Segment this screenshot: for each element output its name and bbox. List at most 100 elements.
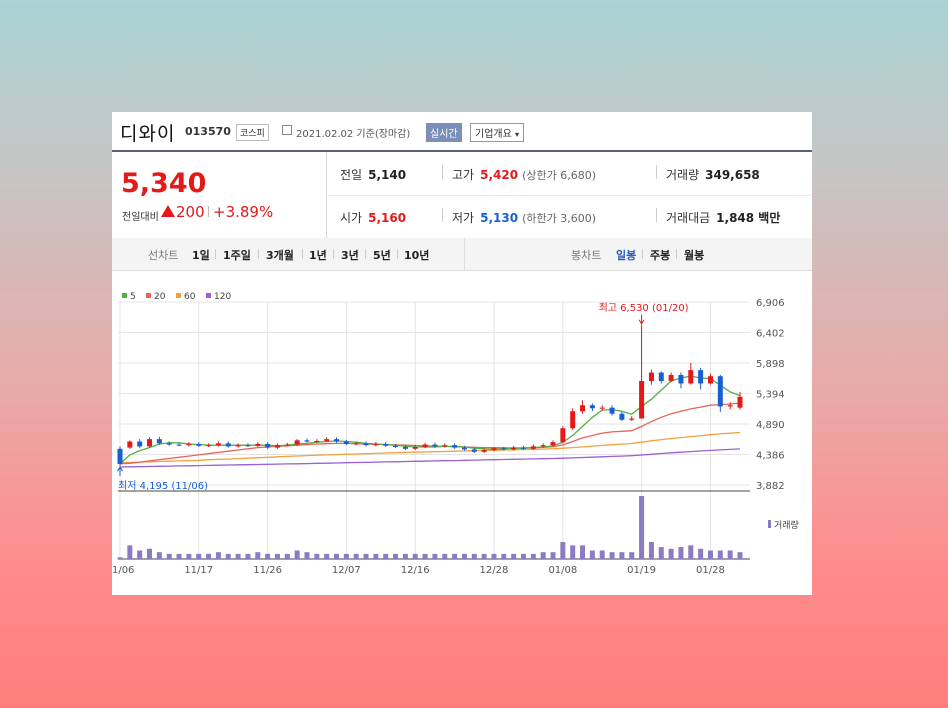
candle-body (698, 370, 704, 384)
prev-close-value: 5,140 (368, 168, 407, 182)
candle-body (520, 447, 526, 449)
current-price: 5,340 (121, 168, 207, 199)
volume-bar (619, 552, 625, 559)
volume-bar (599, 550, 605, 559)
calendar-icon (282, 125, 292, 135)
candle-body (373, 443, 379, 446)
candle-body (639, 381, 645, 419)
volume-bar (383, 553, 389, 559)
divider (442, 208, 443, 222)
candle-body (196, 443, 202, 446)
range-3y[interactable]: 3년 (341, 249, 359, 262)
volume-bar (491, 553, 497, 559)
volume-bar (215, 552, 221, 559)
volume-bar (363, 553, 369, 559)
legend-swatch (176, 293, 181, 298)
candle-body (442, 445, 448, 447)
volume-bar (698, 548, 704, 559)
range-10y[interactable]: 10년 (404, 249, 430, 262)
candle-daily[interactable]: 일봉 (616, 249, 637, 262)
low-annotation: 최저 4,195 (11/06) (118, 480, 208, 492)
high-value: 5,420 (480, 168, 519, 182)
range-3m[interactable]: 3개월 (266, 249, 294, 262)
x-tick-label: 11/26 (253, 565, 282, 576)
candle-body (245, 445, 251, 447)
volume-bar (353, 553, 359, 559)
volume-bar (235, 553, 241, 559)
volume-bar (540, 552, 546, 559)
candle-body (363, 443, 369, 446)
candle-body (511, 447, 517, 450)
chart-legend: 5 20 60 120 (122, 292, 231, 302)
realtime-button[interactable]: 실시간 (426, 123, 462, 142)
candle-body (284, 444, 290, 446)
prev-close-label: 전일 (340, 168, 363, 182)
volume-value: 349,658 (705, 168, 760, 182)
candle-body (324, 439, 330, 441)
legend-label: 120 (214, 292, 231, 302)
volume-bar (314, 553, 320, 559)
volume-bar (265, 553, 271, 559)
volume-bar (343, 553, 349, 559)
volume-bar (727, 550, 733, 559)
candle-body (461, 447, 467, 450)
volume-bars: 거래량 (117, 496, 799, 559)
ma60-line (119, 431, 741, 464)
volume-bar (255, 552, 261, 559)
candle-body (432, 444, 438, 447)
divider (333, 249, 334, 259)
candle-body (294, 440, 300, 445)
amount-label: 거래대금 (666, 211, 711, 225)
volume-legend-swatch (768, 520, 771, 528)
range-5y[interactable]: 5년 (373, 249, 391, 262)
candle-body (491, 448, 497, 451)
volume-bar (471, 553, 477, 559)
candle-body (422, 444, 428, 447)
stock-name: 디와이 (120, 123, 176, 145)
candle-body (707, 376, 713, 384)
volume-bar (452, 553, 458, 559)
volume-bar (717, 550, 723, 559)
upper-limit: (상한가 6,680) (522, 169, 596, 182)
candle-body (304, 440, 310, 442)
candle-weekly[interactable]: 주봉 (650, 249, 671, 262)
company-info-dropdown[interactable]: 기업개요 ▾ (470, 123, 525, 142)
candle-body (334, 439, 340, 442)
candle-body (274, 445, 280, 448)
volume-bar (166, 553, 172, 559)
range-1y[interactable]: 1년 (309, 249, 327, 262)
candle-body (540, 445, 546, 447)
volume-bar (176, 553, 182, 559)
y-tick-label: 6,402 (756, 329, 785, 340)
prev-close-cell: 전일 5,140 (340, 166, 406, 183)
high-cell: 고가 5,420 (상한가 6,680) (452, 166, 596, 183)
candle-body (580, 405, 586, 412)
y-tick-label: 4,890 (756, 420, 785, 431)
candle-body (629, 418, 635, 420)
volume-bar (560, 541, 566, 559)
volume-bar (186, 553, 192, 559)
range-1w[interactable]: 1주일 (223, 249, 251, 262)
amount-value: 1,848 백만 (716, 211, 781, 225)
range-1d[interactable]: 1일 (192, 249, 210, 262)
candle-body (215, 443, 221, 446)
volume-bar (461, 553, 467, 559)
x-tick-label: 12/07 (332, 565, 361, 576)
arrow-down-icon (638, 319, 645, 325)
current-price-panel: 5,340 전일대비 200 +3.89% (112, 152, 327, 238)
open-value: 5,160 (368, 211, 407, 225)
price-row-1: 전일 5,140 고가 5,420 (상한가 6,680) 거래량 349,658 (326, 152, 812, 196)
volume-bar (589, 550, 595, 559)
candle-body (688, 370, 694, 384)
volume-bar (284, 553, 290, 559)
y-tick-label: 3,882 (756, 481, 785, 492)
chart-annotations: 최고 6,530 (01/20) 최저 4,195 (11/06) (117, 302, 689, 492)
stock-header: 디와이 013570 코스피 2021.02.02 기준(장마감) 실시간 기업… (112, 112, 812, 152)
candle-monthly[interactable]: 월봉 (684, 249, 705, 262)
stock-card: 디와이 013570 코스피 2021.02.02 기준(장마감) 실시간 기업… (112, 112, 812, 595)
volume-bar (117, 557, 123, 559)
legend-label: 60 (184, 292, 196, 302)
volume-bar (688, 545, 694, 559)
volume-bar (422, 553, 428, 559)
y-axis-labels: 6,906 6,402 5,898 5,394 4,890 4,386 3,882 (756, 298, 785, 492)
